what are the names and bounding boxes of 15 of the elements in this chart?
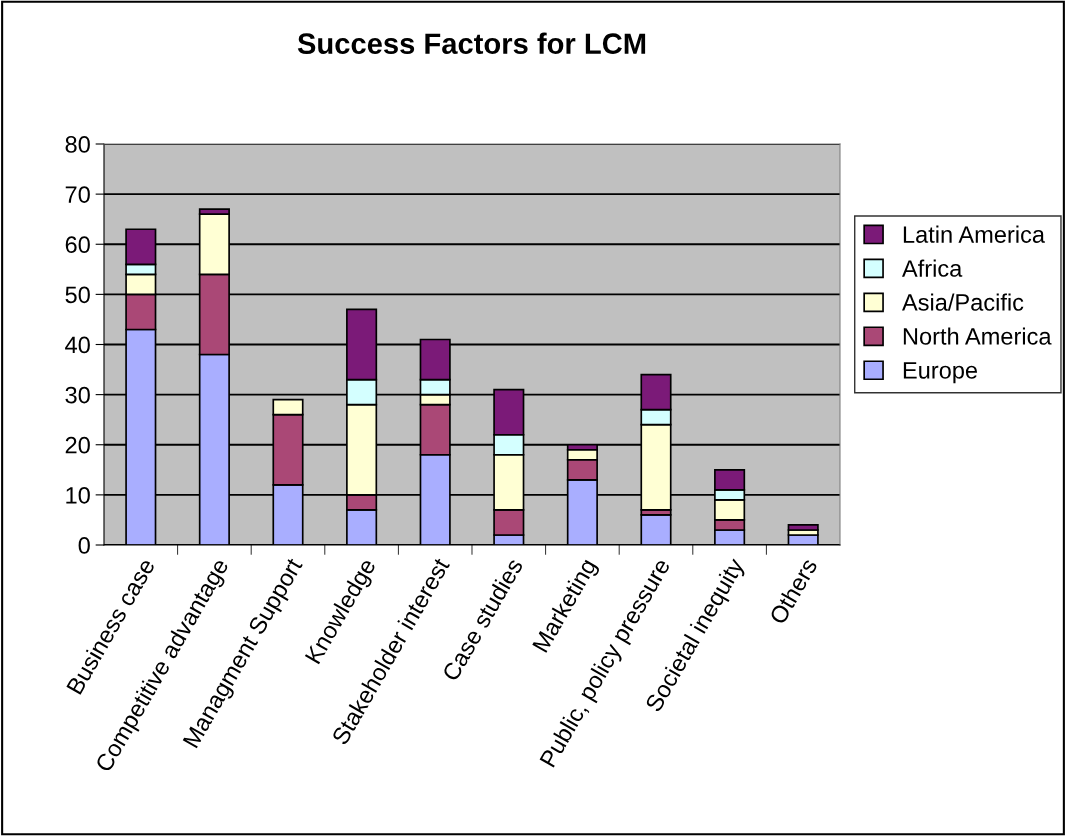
y-tick-label: 70 — [65, 186, 90, 203]
legend-label: Asia/Pacific — [901, 293, 1024, 311]
y-tick-label: 40 — [65, 336, 90, 354]
y-tick-label: 50 — [65, 286, 90, 304]
y-tick-label: 20 — [65, 436, 90, 454]
y-tick-label: 60 — [65, 236, 90, 254]
legend-label: Latin America — [903, 225, 1045, 243]
y-tick-label: 10 — [66, 486, 90, 504]
y-tick-label: 80 — [65, 136, 90, 153]
legend-label: Africa — [901, 259, 963, 277]
y-tick-label: 0 — [78, 537, 90, 554]
legend-label: Europe — [903, 362, 978, 384]
legend-label: North America — [903, 327, 1052, 345]
chart-title: Success Factors for LCM — [297, 32, 646, 55]
y-tick-label: 30 — [65, 386, 90, 404]
